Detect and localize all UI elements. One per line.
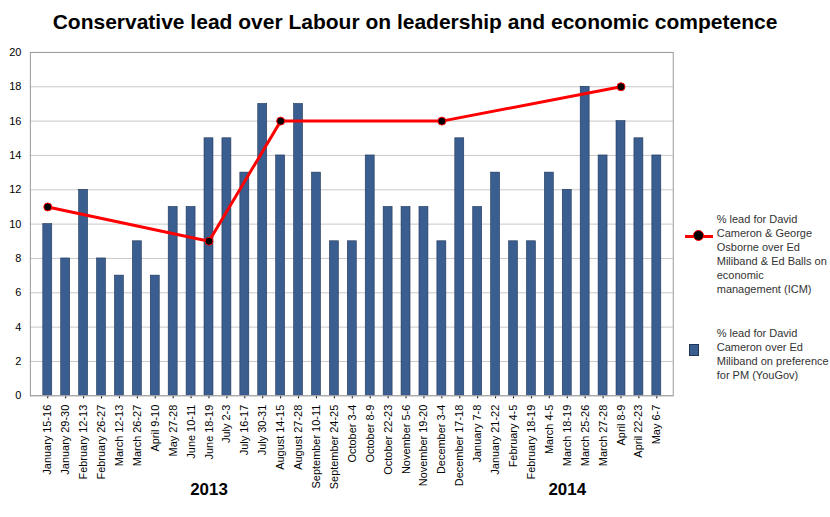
svg-text:May 27-28: May 27-28: [167, 405, 179, 457]
svg-text:October 8-9: October 8-9: [364, 405, 376, 463]
svg-text:April 9-10: April 9-10: [149, 405, 161, 452]
svg-text:2013: 2013: [190, 480, 228, 499]
svg-text:September 24-25: September 24-25: [328, 405, 340, 490]
svg-text:0: 0: [15, 389, 21, 401]
svg-text:18: 18: [9, 80, 21, 92]
svg-text:September 10-11: September 10-11: [310, 405, 322, 489]
svg-text:March 27-28: March 27-28: [597, 405, 609, 466]
svg-text:July 2-3: July 2-3: [220, 405, 232, 443]
svg-text:December 17-18: December 17-18: [453, 405, 465, 486]
svg-text:14: 14: [9, 149, 21, 161]
svg-text:November 5-6: November 5-6: [400, 405, 412, 474]
svg-text:10: 10: [9, 218, 21, 230]
svg-text:July 16-17: July 16-17: [238, 405, 250, 455]
svg-text:April 8-9: April 8-9: [614, 405, 626, 446]
svg-text:March 26-27: March 26-27: [131, 405, 143, 466]
html-text:Conservative lead over Labour: Conservative lead over Labour on leaders…: [52, 10, 778, 33]
svg-text:16: 16: [9, 115, 21, 127]
svg-text:June 18-19: June 18-19: [202, 405, 214, 460]
html-text:% lead for David Cameron over: % lead for David Cameron over Ed Miliban…: [716, 327, 829, 381]
svg-text:March 4-5: March 4-5: [543, 405, 555, 454]
svg-text:February 26-27: February 26-27: [95, 405, 107, 480]
svg-text:March 25-26: March 25-26: [579, 405, 591, 466]
svg-text:12: 12: [9, 183, 21, 195]
html-text:% lead for David Cameron & Geo: % lead for David Cameron & George Osborn…: [716, 213, 827, 295]
svg-text:May 6-7: May 6-7: [650, 405, 662, 445]
svg-text:2: 2: [15, 355, 21, 367]
svg-text:8: 8: [15, 252, 21, 264]
svg-text:January 15-16: January 15-16: [41, 405, 53, 475]
svg-text:February 18-19: February 18-19: [525, 405, 537, 480]
svg-text:November 19-20: November 19-20: [417, 405, 429, 486]
svg-text:February 12-13: February 12-13: [77, 405, 89, 480]
svg-text:August 27-28: August 27-28: [292, 405, 304, 470]
svg-text:October 3-4: October 3-4: [346, 405, 358, 463]
svg-text:4: 4: [15, 321, 21, 333]
svg-text:January 7-8: January 7-8: [471, 405, 483, 463]
svg-text:March 18-19: March 18-19: [561, 405, 573, 466]
svg-text:December 3-4: December 3-4: [435, 405, 447, 474]
svg-text:August 14-15: August 14-15: [274, 405, 286, 470]
svg-text:April 22-23: April 22-23: [632, 405, 644, 458]
svg-text:October 22-23: October 22-23: [382, 405, 394, 475]
svg-text:March 12-13: March 12-13: [113, 405, 125, 466]
svg-text:July 30-31: July 30-31: [256, 405, 268, 455]
svg-text:20: 20: [9, 46, 21, 58]
svg-text:6: 6: [15, 286, 21, 298]
svg-text:January 29-30: January 29-30: [59, 405, 71, 475]
svg-text:February 4-5: February 4-5: [507, 405, 519, 468]
svg-text:2014: 2014: [548, 480, 586, 499]
svg-text:June 10-11: June 10-11: [185, 405, 197, 459]
svg-text:January 21-22: January 21-22: [489, 405, 501, 475]
